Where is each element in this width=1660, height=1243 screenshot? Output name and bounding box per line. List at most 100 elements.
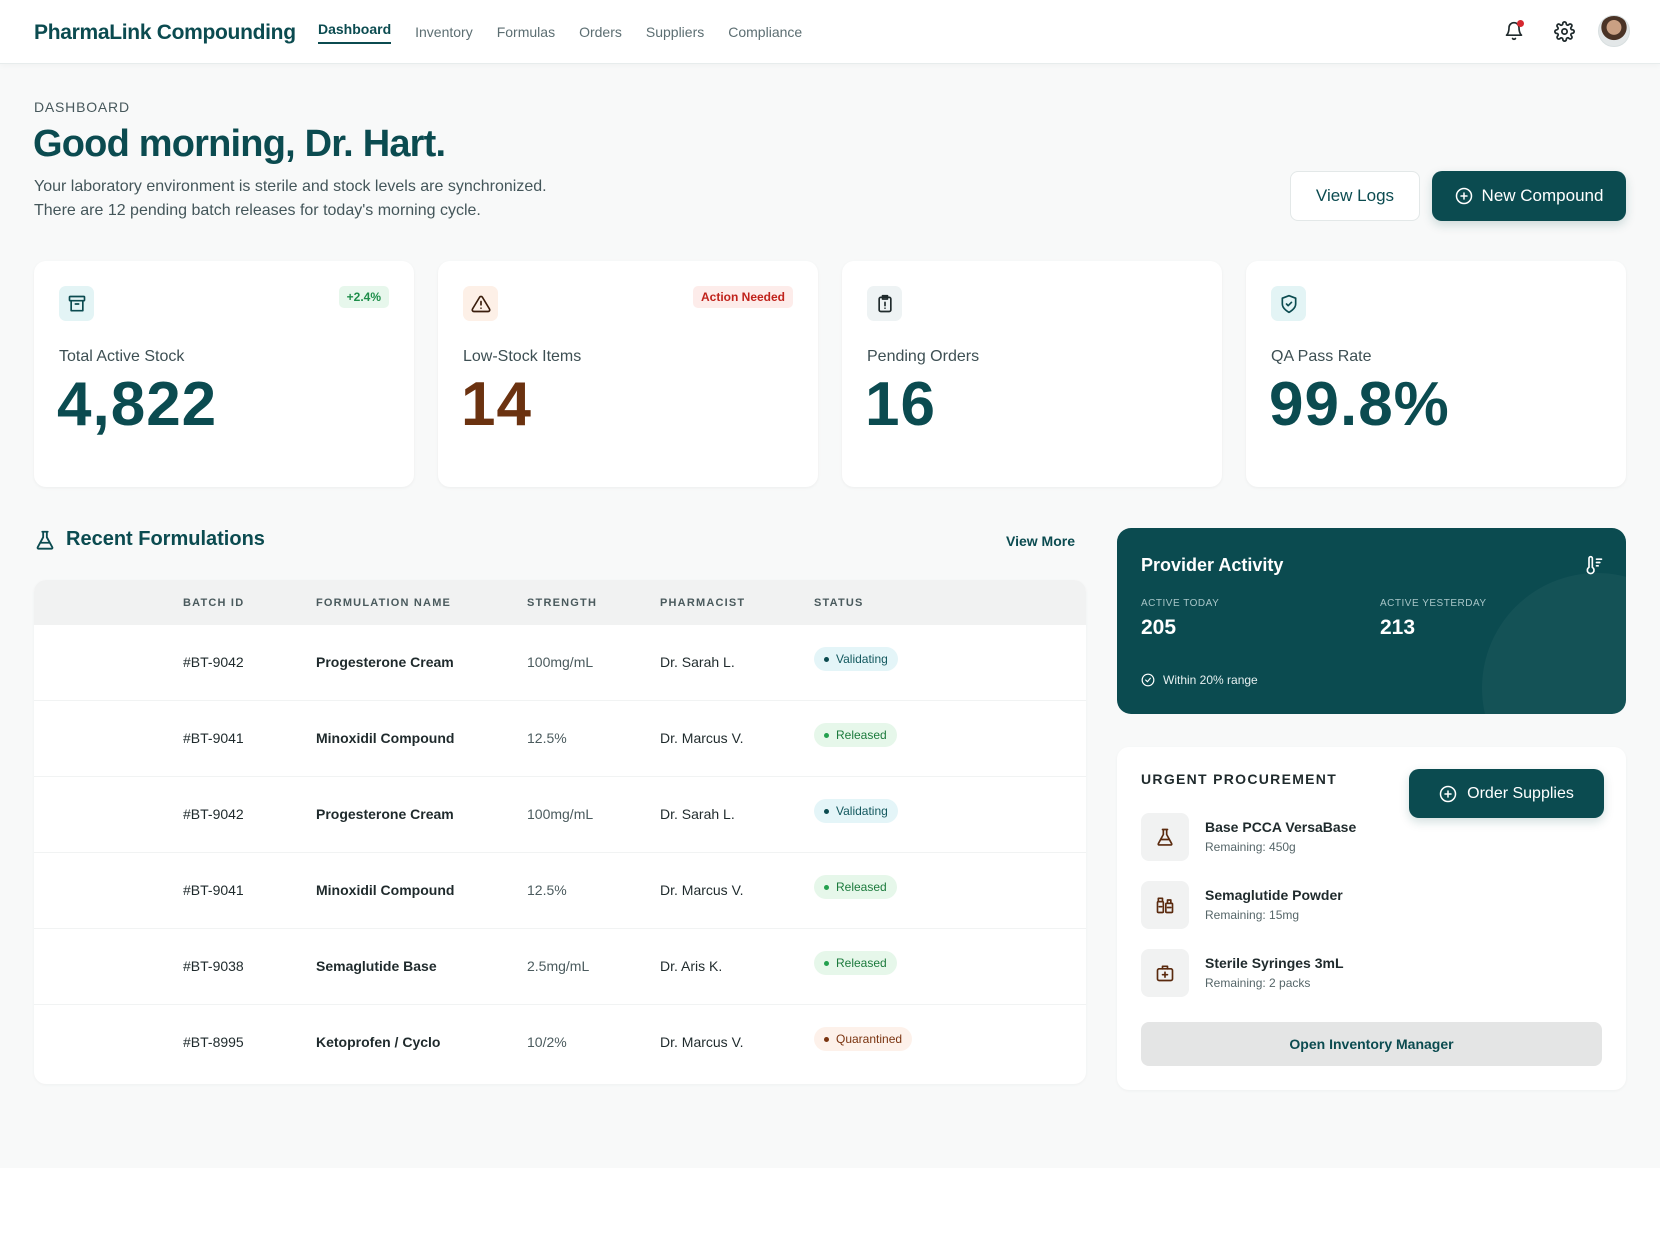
- stat-card-pending-orders[interactable]: Pending Orders 16: [842, 261, 1222, 487]
- active-today-label: ACTIVE TODAY: [1141, 598, 1220, 609]
- formulations-table: BATCH ID FORMULATION NAME STRENGTH PHARM…: [34, 580, 1086, 1084]
- stat-card-low-stock[interactable]: Action Needed Low-Stock Items 14: [438, 261, 818, 487]
- urgent-procurement-card: URGENT PROCUREMENT Order Supplies Base P…: [1117, 747, 1626, 1090]
- bell-icon: [1505, 21, 1523, 41]
- status-badge: Released: [814, 951, 897, 975]
- strength: 100mg/mL: [527, 806, 594, 822]
- item-name: Semaglutide Powder: [1205, 887, 1343, 903]
- page-eyebrow: DASHBOARD: [34, 99, 130, 115]
- view-logs-button[interactable]: View Logs: [1290, 171, 1420, 221]
- procurement-item[interactable]: Base PCCA VersaBase Remaining: 450g: [1141, 813, 1441, 863]
- column-header[interactable]: PHARMACIST: [660, 597, 746, 609]
- formulation-name: Minoxidil Compound: [316, 730, 455, 746]
- formulation-name: Progesterone Cream: [316, 654, 454, 670]
- stat-label: Total Active Stock: [59, 348, 185, 365]
- pharmacist: Dr. Sarah L.: [660, 654, 735, 670]
- strength: 2.5mg/mL: [527, 958, 590, 974]
- avatar[interactable]: [1598, 15, 1630, 47]
- flask-icon: [36, 530, 54, 550]
- status-text: Validating: [836, 652, 888, 666]
- settings-button[interactable]: [1548, 15, 1580, 47]
- formulation-name: Semaglutide Base: [316, 958, 437, 974]
- status-badge: Validating: [814, 647, 898, 671]
- table-row[interactable]: #BT-9042 Progesterone Cream 100mg/mL Dr.…: [34, 777, 1086, 853]
- procurement-item[interactable]: Sterile Syringes 3mL Remaining: 2 packs: [1141, 949, 1441, 999]
- header-actions: [1498, 15, 1630, 47]
- archive-icon: [59, 286, 94, 321]
- active-yesterday-label: ACTIVE YESTERDAY: [1380, 598, 1487, 609]
- status-dot: [824, 960, 829, 966]
- nav-inventory[interactable]: Inventory: [415, 24, 473, 40]
- pharmacist: Dr. Marcus V.: [660, 730, 744, 746]
- column-header[interactable]: BATCH ID: [183, 597, 245, 609]
- open-inventory-manager-button[interactable]: Open Inventory Manager: [1141, 1022, 1602, 1066]
- vials-icon: [1141, 881, 1189, 929]
- status-text: Released: [836, 728, 887, 742]
- order-supplies-button[interactable]: Order Supplies: [1409, 769, 1604, 818]
- nav-suppliers[interactable]: Suppliers: [645, 24, 705, 40]
- table-row[interactable]: #BT-9041 Minoxidil Compound 12.5% Dr. Ma…: [34, 853, 1086, 929]
- table-row[interactable]: #BT-8995 Ketoprofen / Cyclo 10/2% Dr. Ma…: [34, 1005, 1086, 1081]
- nav-dashboard[interactable]: Dashboard: [306, 0, 403, 64]
- provider-activity-card[interactable]: Provider Activity ACTIVE TODAY 205 ACTIV…: [1117, 528, 1626, 714]
- warning-icon: [463, 286, 498, 321]
- nav-formulas[interactable]: Formulas: [496, 24, 556, 40]
- action-needed-badge: Action Needed: [692, 286, 793, 308]
- active-tab-indicator: [318, 42, 392, 44]
- recent-formulations-heading: Recent Formulations: [34, 528, 265, 551]
- trend-badge: +2.4%: [338, 286, 389, 308]
- column-header[interactable]: STRENGTH: [527, 597, 598, 609]
- stat-label: Pending Orders: [867, 348, 980, 365]
- table-row[interactable]: #BT-9038 Semaglutide Base 2.5mg/mL Dr. A…: [34, 929, 1086, 1005]
- gear-icon: [1553, 20, 1575, 42]
- procurement-item[interactable]: Semaglutide Powder Remaining: 15mg: [1141, 881, 1441, 931]
- new-compound-button[interactable]: New Compound: [1432, 171, 1626, 221]
- batch-id: #BT-9038: [183, 958, 244, 974]
- status-dot: [824, 808, 829, 814]
- table-row[interactable]: #BT-9042 Progesterone Cream 100mg/mL Dr.…: [34, 625, 1086, 701]
- status-badge: Released: [814, 875, 897, 899]
- item-name: Sterile Syringes 3mL: [1205, 955, 1344, 971]
- view-more-link[interactable]: View More: [1006, 533, 1075, 549]
- strength: 12.5%: [527, 730, 567, 746]
- table-row[interactable]: #BT-9041 Minoxidil Compound 12.5% Dr. Ma…: [34, 701, 1086, 777]
- pharmacist: Dr. Marcus V.: [660, 1034, 744, 1050]
- batch-id: #BT-8995: [183, 1034, 244, 1050]
- status-text: Validating: [836, 804, 888, 818]
- subtitle-line-1: Your laboratory environment is sterile a…: [34, 178, 547, 195]
- stat-label: QA Pass Rate: [1271, 348, 1372, 365]
- main-nav: Dashboard Inventory Formulas Orders Supp…: [306, 0, 814, 64]
- strength: 100mg/mL: [527, 654, 594, 670]
- stat-value: 16: [865, 370, 936, 439]
- page-subtitle: Your laboratory environment is sterile a…: [34, 175, 634, 223]
- stat-value: 4,822: [57, 370, 218, 439]
- item-name: Base PCCA VersaBase: [1205, 819, 1357, 835]
- nav-orders[interactable]: Orders: [579, 24, 622, 40]
- section-title-text: Recent Formulations: [66, 528, 265, 550]
- shield-check-icon: [1271, 286, 1306, 321]
- plus-circle-icon: [1455, 187, 1472, 205]
- nav-compliance[interactable]: Compliance: [728, 24, 803, 40]
- medical-kit-icon: [1141, 949, 1189, 997]
- notifications-button[interactable]: [1498, 15, 1530, 47]
- column-header[interactable]: STATUS: [814, 597, 864, 609]
- formulation-name: Progesterone Cream: [316, 806, 454, 822]
- stat-card-qa-pass-rate[interactable]: QA Pass Rate 99.8%: [1246, 261, 1626, 487]
- brand-logo[interactable]: PharmaLink Compounding: [34, 21, 296, 44]
- subtitle-line-2: There are 12 pending batch releases for …: [34, 202, 481, 219]
- stat-value: 99.8%: [1269, 370, 1450, 439]
- stat-label: Low-Stock Items: [463, 348, 582, 365]
- thermometer-icon: [1584, 555, 1604, 580]
- formulation-name: Minoxidil Compound: [316, 882, 455, 898]
- status-text: Quarantined: [836, 1032, 903, 1046]
- decorative-circle: [1482, 573, 1626, 714]
- plus-circle-icon: [1439, 785, 1457, 802]
- column-header[interactable]: FORMULATION NAME: [316, 597, 452, 609]
- pharmacist: Dr. Marcus V.: [660, 882, 744, 898]
- stat-card-total-stock[interactable]: +2.4% Total Active Stock 4,822: [34, 261, 414, 487]
- status-badge: Validating: [814, 799, 898, 823]
- status-badge: Quarantined: [814, 1027, 913, 1051]
- item-remaining: Remaining: 2 packs: [1205, 976, 1311, 990]
- page-title: Good morning, Dr. Hart.: [33, 123, 446, 165]
- pharmacist: Dr. Sarah L.: [660, 806, 735, 822]
